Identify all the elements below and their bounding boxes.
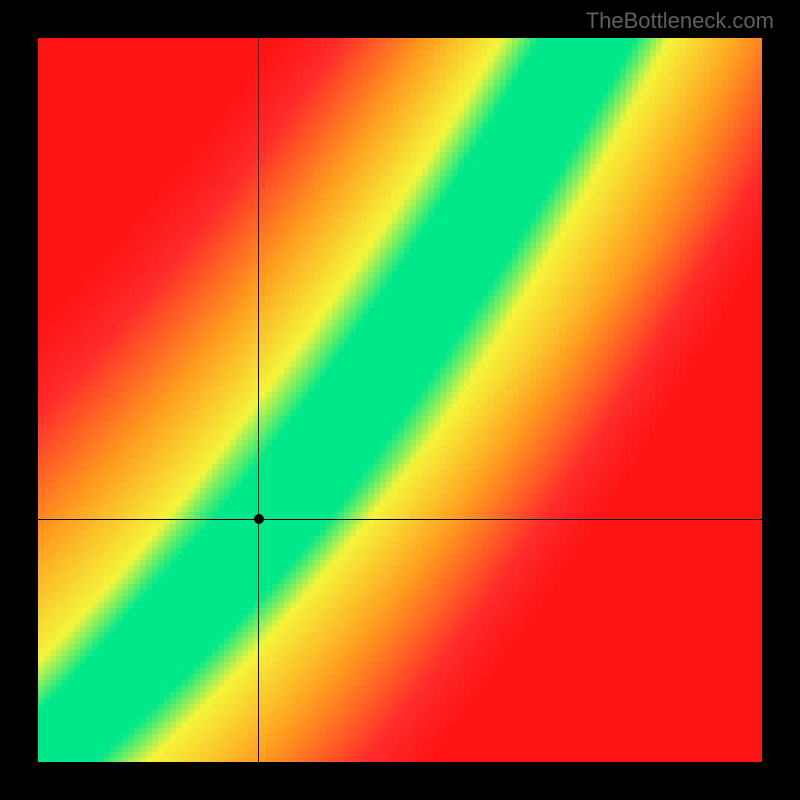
watermark-text: TheBottleneck.com (586, 8, 774, 34)
crosshair-vertical (258, 38, 259, 762)
bottleneck-heatmap (38, 38, 762, 762)
crosshair-horizontal (38, 519, 762, 520)
heatmap-canvas (38, 38, 762, 762)
selection-marker (254, 514, 264, 524)
